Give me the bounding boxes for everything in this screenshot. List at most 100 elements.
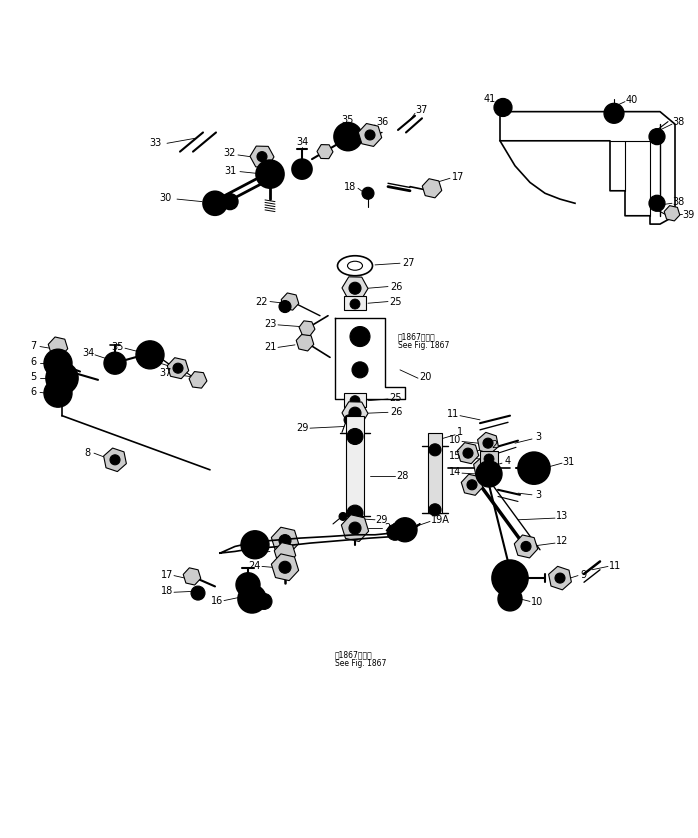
Circle shape [476, 461, 502, 487]
Circle shape [279, 561, 291, 573]
Circle shape [498, 587, 522, 611]
Text: 25: 25 [389, 393, 402, 403]
Circle shape [347, 505, 363, 521]
Circle shape [649, 195, 665, 211]
Circle shape [55, 371, 69, 385]
Text: 22: 22 [255, 297, 268, 307]
Circle shape [279, 301, 291, 313]
Circle shape [400, 525, 410, 535]
Text: 8: 8 [84, 448, 90, 458]
Circle shape [610, 109, 618, 117]
Text: 17: 17 [452, 172, 464, 182]
Circle shape [349, 522, 361, 534]
Ellipse shape [348, 261, 362, 270]
Circle shape [492, 560, 528, 596]
Circle shape [264, 168, 276, 180]
Text: 24: 24 [384, 523, 396, 533]
Circle shape [279, 535, 291, 546]
Circle shape [256, 160, 284, 188]
Circle shape [292, 159, 312, 179]
Circle shape [365, 130, 375, 140]
Circle shape [339, 513, 347, 520]
Text: 17: 17 [161, 570, 173, 580]
Text: 21: 21 [264, 342, 276, 351]
Text: 20: 20 [419, 371, 431, 381]
Circle shape [649, 129, 665, 145]
Ellipse shape [338, 256, 373, 276]
Circle shape [344, 415, 354, 425]
Text: 13: 13 [556, 511, 568, 521]
Text: 28: 28 [396, 471, 408, 481]
Text: 26: 26 [389, 282, 402, 292]
Text: 19A: 19A [431, 515, 450, 525]
Circle shape [555, 573, 565, 583]
Circle shape [429, 444, 441, 456]
Text: 29: 29 [296, 423, 309, 433]
Circle shape [350, 396, 360, 406]
Polygon shape [220, 524, 420, 553]
Text: 30: 30 [159, 194, 171, 204]
Text: 27: 27 [402, 258, 414, 268]
Text: 34: 34 [296, 137, 308, 147]
Text: 14: 14 [449, 468, 461, 478]
Text: 10: 10 [531, 597, 543, 608]
Circle shape [52, 387, 64, 399]
Text: 26: 26 [389, 406, 402, 416]
Circle shape [518, 453, 550, 484]
Circle shape [429, 504, 441, 516]
Circle shape [136, 341, 164, 369]
Text: 37: 37 [159, 368, 171, 378]
Bar [344, 392, 366, 406]
Circle shape [298, 165, 306, 173]
Text: 36: 36 [142, 354, 154, 365]
Circle shape [387, 525, 403, 541]
Text: 35: 35 [112, 342, 124, 351]
Circle shape [505, 594, 515, 604]
Circle shape [349, 407, 361, 419]
Text: 15: 15 [449, 451, 461, 461]
Text: 9: 9 [580, 570, 586, 580]
Circle shape [350, 299, 360, 309]
Circle shape [352, 362, 368, 378]
Text: 38: 38 [672, 116, 684, 127]
Circle shape [52, 357, 64, 370]
Text: 4: 4 [505, 457, 511, 467]
Circle shape [246, 593, 258, 605]
Circle shape [362, 187, 374, 199]
Circle shape [499, 103, 507, 111]
Circle shape [249, 539, 261, 551]
Circle shape [210, 199, 220, 209]
Circle shape [257, 152, 267, 162]
Circle shape [483, 438, 493, 448]
Text: 38: 38 [672, 197, 684, 207]
Text: 11: 11 [609, 561, 621, 571]
Circle shape [393, 518, 417, 542]
Bar [346, 416, 364, 516]
Text: 19: 19 [244, 548, 256, 558]
Circle shape [44, 379, 72, 407]
Text: 34: 34 [82, 349, 94, 358]
Circle shape [494, 99, 512, 116]
Text: 16: 16 [211, 596, 223, 606]
Circle shape [467, 480, 477, 489]
Bar [344, 296, 366, 310]
Text: 5: 5 [30, 372, 36, 382]
Circle shape [349, 282, 361, 294]
Circle shape [527, 461, 541, 475]
Text: 3: 3 [535, 432, 541, 442]
Circle shape [521, 541, 531, 551]
Circle shape [191, 586, 205, 600]
Circle shape [110, 455, 120, 465]
Circle shape [241, 530, 269, 559]
Text: 10: 10 [449, 435, 461, 445]
Text: 31: 31 [562, 458, 574, 468]
Circle shape [236, 572, 260, 597]
Text: 23: 23 [264, 319, 276, 329]
Text: 25: 25 [389, 297, 402, 307]
Text: 40: 40 [626, 95, 638, 105]
Circle shape [347, 428, 363, 444]
Text: 41: 41 [484, 94, 496, 104]
Text: 18: 18 [344, 182, 356, 192]
Circle shape [243, 580, 253, 590]
Circle shape [484, 454, 494, 464]
